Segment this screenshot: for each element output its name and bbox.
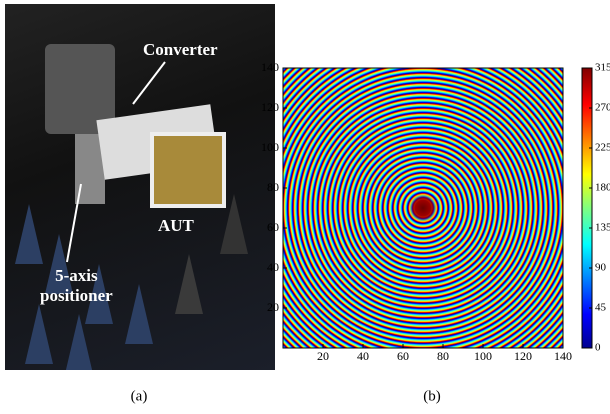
x-tick-label: 140 — [554, 349, 572, 363]
arrows — [66, 61, 166, 263]
x-tick-label: 20 — [317, 349, 329, 363]
phase-map — [283, 68, 563, 348]
absorber — [175, 254, 203, 314]
y-tick-label: 100 — [261, 140, 279, 154]
colorbar — [582, 68, 592, 348]
y-tick-label: 60 — [267, 220, 279, 234]
caption: (a) — [131, 388, 148, 404]
axes-box — [282, 67, 564, 349]
absorber — [15, 204, 43, 264]
arrow — [66, 183, 82, 263]
y-tick-label: 140 — [261, 60, 279, 74]
label: Converter — [143, 40, 218, 59]
caption: (b) — [423, 388, 441, 404]
x-tick-label: 80 — [437, 349, 449, 363]
x-tick-label: 100 — [474, 349, 492, 363]
colorbar-tick-label: 315 — [595, 62, 610, 74]
colorbar-tick-label: 270 — [595, 102, 610, 114]
absorber — [65, 314, 93, 370]
y-tick-label: 40 — [267, 260, 279, 274]
y-tick-label: 20 — [267, 300, 279, 314]
label-line: 5-axis — [55, 266, 98, 285]
y-tick-label: 80 — [267, 180, 279, 194]
colorbar-box — [581, 67, 593, 349]
aut — [150, 132, 226, 208]
label-line: positioner — [40, 286, 113, 305]
colorbar-tick-label: 90 — [595, 262, 607, 274]
label: 5-axis positioner — [40, 266, 113, 306]
colorbar-tick-label: 135 — [595, 222, 610, 234]
colorbar-tick-label: 225 — [595, 142, 610, 154]
colorbar-tick-label: 45 — [595, 302, 607, 314]
x-tick-label: 120 — [514, 349, 532, 363]
x-tick-label: 40 — [357, 349, 369, 363]
y-tick-label: 120 — [261, 100, 279, 114]
label: AUT — [158, 216, 194, 235]
colorbar-tick-label: 0 — [595, 342, 601, 354]
photo: Converter AUT 5-axis positioner — [5, 4, 275, 370]
x-tick-label: 60 — [397, 349, 409, 363]
arrow — [132, 61, 166, 105]
absorber — [45, 234, 73, 294]
absorber — [25, 304, 53, 364]
absorber — [125, 284, 153, 344]
colorbar-tick-label: 180 — [595, 182, 610, 194]
